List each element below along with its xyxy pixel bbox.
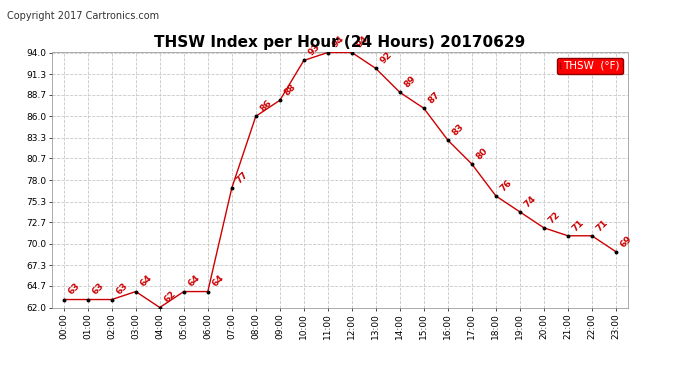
Text: 87: 87 bbox=[426, 90, 442, 105]
Text: 77: 77 bbox=[235, 170, 250, 185]
Text: 76: 76 bbox=[499, 178, 514, 193]
Point bbox=[442, 137, 453, 143]
Text: 71: 71 bbox=[595, 218, 610, 233]
Point bbox=[491, 193, 502, 199]
Point bbox=[202, 289, 213, 295]
Text: 86: 86 bbox=[259, 98, 274, 114]
Point bbox=[562, 233, 573, 239]
Legend: THSW  (°F): THSW (°F) bbox=[557, 58, 622, 74]
Text: 94: 94 bbox=[355, 34, 370, 50]
Point bbox=[58, 297, 69, 303]
Text: 64: 64 bbox=[210, 273, 226, 289]
Text: 63: 63 bbox=[90, 282, 106, 297]
Title: THSW Index per Hour (24 Hours) 20170629: THSW Index per Hour (24 Hours) 20170629 bbox=[154, 35, 526, 50]
Text: 83: 83 bbox=[451, 122, 466, 137]
Point bbox=[82, 297, 93, 303]
Text: Copyright 2017 Cartronics.com: Copyright 2017 Cartronics.com bbox=[7, 11, 159, 21]
Point bbox=[155, 304, 166, 310]
Point bbox=[226, 185, 237, 191]
Point bbox=[322, 50, 333, 55]
Text: 92: 92 bbox=[379, 50, 394, 66]
Point bbox=[250, 113, 262, 119]
Text: 62: 62 bbox=[163, 290, 178, 305]
Text: 94: 94 bbox=[331, 34, 346, 50]
Text: 64: 64 bbox=[139, 273, 154, 289]
Text: 69: 69 bbox=[619, 234, 634, 249]
Point bbox=[466, 161, 477, 167]
Point bbox=[394, 89, 405, 95]
Point bbox=[538, 225, 549, 231]
Text: 74: 74 bbox=[522, 194, 538, 209]
Text: 63: 63 bbox=[66, 282, 81, 297]
Point bbox=[514, 209, 525, 215]
Point bbox=[611, 249, 622, 255]
Point bbox=[275, 98, 286, 104]
Point bbox=[346, 50, 357, 55]
Text: 89: 89 bbox=[403, 74, 418, 90]
Point bbox=[298, 57, 309, 63]
Text: 64: 64 bbox=[186, 273, 202, 289]
Text: 80: 80 bbox=[475, 146, 490, 161]
Point bbox=[371, 65, 382, 71]
Point bbox=[418, 105, 429, 111]
Text: 72: 72 bbox=[546, 210, 562, 225]
Text: 71: 71 bbox=[571, 218, 586, 233]
Point bbox=[586, 233, 598, 239]
Point bbox=[130, 289, 141, 295]
Text: 63: 63 bbox=[115, 282, 130, 297]
Point bbox=[106, 297, 117, 303]
Text: 88: 88 bbox=[283, 82, 298, 98]
Text: 93: 93 bbox=[306, 42, 322, 58]
Point bbox=[178, 289, 189, 295]
